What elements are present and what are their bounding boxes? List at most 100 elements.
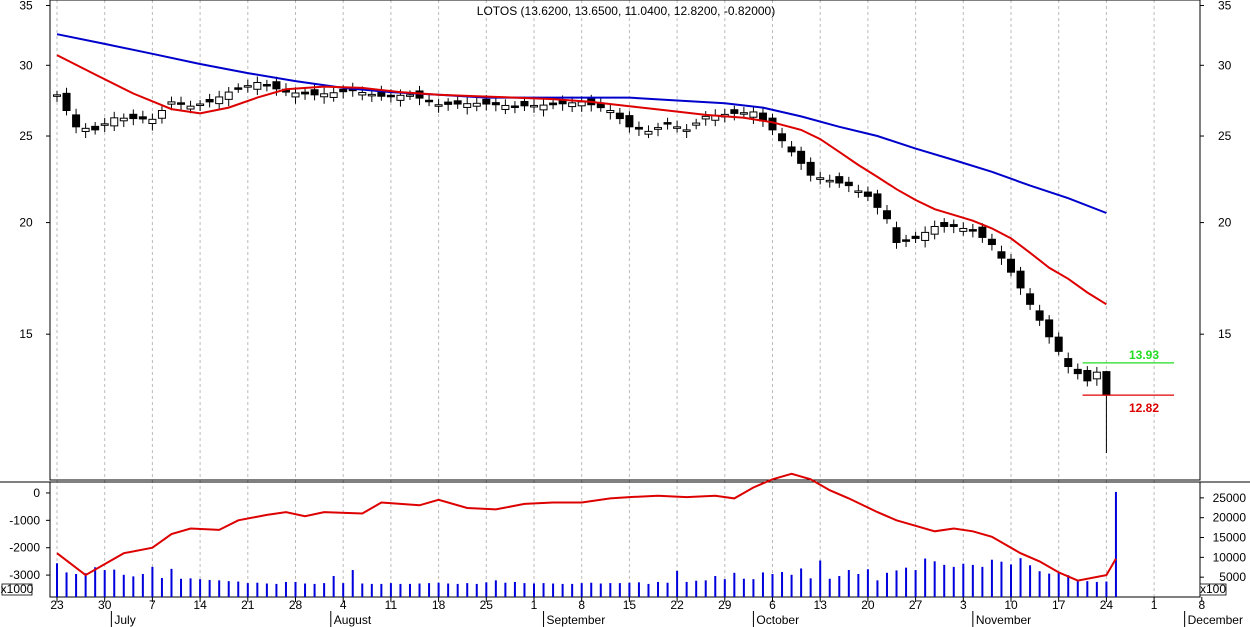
- volume-bar: [218, 580, 221, 597]
- candle-body: [472, 102, 481, 107]
- volume-bar: [294, 581, 297, 597]
- candle-body: [520, 100, 529, 107]
- candlesticks: [53, 76, 1111, 454]
- volume-bar: [637, 582, 640, 597]
- volume-bar: [84, 573, 87, 597]
- candle-body: [825, 179, 834, 183]
- candle-body: [797, 150, 806, 164]
- day-tick-label: 6: [769, 598, 776, 612]
- volume-bar: [284, 581, 287, 597]
- volume-bar: [494, 580, 497, 597]
- volume-bar: [418, 583, 421, 597]
- candle-body: [854, 190, 863, 193]
- volume-bar: [685, 581, 688, 597]
- day-tick-label: 21: [241, 598, 255, 612]
- volume-bar: [933, 561, 936, 597]
- volume-bar: [628, 582, 631, 597]
- candle-body: [119, 117, 128, 122]
- volume-bar: [962, 563, 965, 597]
- candle-body: [463, 103, 472, 108]
- volume-bar: [380, 583, 383, 597]
- candle-body: [692, 122, 701, 126]
- volume-tick-label: 25000: [1213, 491, 1247, 505]
- day-tick-label: 8: [1198, 598, 1205, 612]
- candle-body: [396, 94, 405, 101]
- day-tick-label: 17: [1052, 598, 1066, 612]
- candle-body: [224, 91, 233, 100]
- candle-body: [978, 226, 987, 238]
- price-tick-label-right: 35: [1218, 0, 1232, 13]
- volume-bar: [599, 583, 602, 597]
- candle-body: [62, 92, 71, 112]
- volume-bar: [618, 583, 621, 597]
- price-level-label: 13.93: [1129, 348, 1159, 362]
- candle-body: [243, 85, 252, 88]
- candle-body: [358, 92, 367, 96]
- volume-bar: [304, 583, 307, 597]
- volume-bar: [160, 577, 163, 597]
- day-tick-label: 11: [385, 598, 398, 612]
- candle-body: [625, 115, 634, 128]
- volume-bar: [943, 564, 946, 597]
- volume-bar: [828, 578, 831, 597]
- candle-body: [1092, 371, 1101, 380]
- chart-title: LOTOS (13.6200, 13.6500, 11.0400, 12.820…: [477, 4, 775, 18]
- volume-bar: [876, 580, 879, 597]
- candle-body: [1026, 293, 1035, 305]
- price-tick-label-right: 30: [1218, 58, 1232, 72]
- volume-bar: [466, 583, 469, 597]
- candle-body: [739, 112, 748, 115]
- day-tick-label: 4: [340, 598, 347, 612]
- volume-bar: [714, 575, 717, 597]
- volume-bar: [704, 580, 707, 597]
- day-tick-label: 15: [623, 598, 637, 612]
- candle-body: [1083, 370, 1092, 382]
- day-tick-label: 1: [531, 598, 538, 612]
- volume-bar: [647, 583, 650, 597]
- volume-bar: [437, 582, 440, 597]
- candle-body: [425, 99, 434, 103]
- day-tick-label: 7: [149, 598, 156, 612]
- day-tick-label: 10: [1004, 598, 1018, 612]
- candle-body: [234, 87, 243, 90]
- candle-body: [568, 102, 577, 108]
- volume-bar: [752, 579, 755, 597]
- candle-body: [129, 113, 138, 120]
- candle-body: [367, 93, 376, 97]
- candle-body: [491, 102, 500, 106]
- volume-bar: [237, 581, 240, 597]
- volume-bar: [847, 570, 850, 597]
- price-tick-label-left: 25: [19, 129, 33, 143]
- volume-bar: [657, 581, 660, 597]
- volume-bar: [208, 579, 211, 597]
- candle-body: [1073, 368, 1082, 375]
- volume-bar: [924, 558, 927, 597]
- price-tick-label-left: 20: [19, 216, 33, 230]
- volume-bar: [905, 567, 908, 597]
- candle-body: [1035, 310, 1044, 321]
- volume-bar: [313, 583, 316, 597]
- volume-bar: [990, 559, 993, 597]
- volume-bar: [1010, 564, 1012, 597]
- candle-body: [177, 102, 186, 105]
- volume-bar: [571, 583, 574, 597]
- volume-tick-label: 5000: [1219, 570, 1246, 584]
- price-tick-label-right: 20: [1218, 216, 1232, 230]
- volume-bar: [456, 583, 459, 597]
- candle-body: [310, 89, 319, 96]
- volume-bar: [132, 576, 135, 597]
- candle-body: [167, 101, 176, 105]
- price-tick-label-right: 25: [1218, 129, 1232, 143]
- price-tick-label-left: 15: [19, 327, 33, 341]
- day-tick-label: 8: [578, 598, 585, 612]
- day-tick-label: 27: [909, 598, 923, 612]
- candle-body: [405, 94, 414, 97]
- month-tick-label: November: [976, 613, 1031, 627]
- day-tick-label: 14: [193, 598, 207, 612]
- candle-body: [329, 92, 338, 98]
- volume-bar: [94, 567, 97, 597]
- price-tick-label-left: 30: [19, 58, 33, 72]
- volume-bar: [857, 574, 860, 597]
- candle-body: [968, 229, 977, 232]
